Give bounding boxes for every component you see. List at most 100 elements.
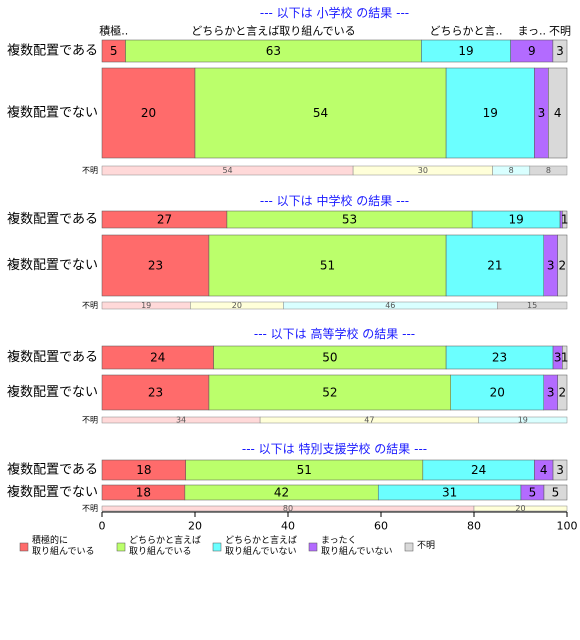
- data-label: 24: [471, 463, 486, 477]
- legend-swatch: [116, 542, 126, 552]
- bar-segment: [101, 67, 196, 159]
- legend-label: どちらかと言えば取り組んでいない: [225, 534, 297, 557]
- panel-title: --- 以下は 中学校 の結果 ---: [260, 193, 409, 208]
- row-label: 複数配置でない: [7, 384, 98, 400]
- row-label: 複数配置でない: [7, 257, 98, 273]
- bar-segment: [543, 484, 568, 501]
- unknown-row-label: 不明: [82, 301, 98, 310]
- unknown-data-label: 30: [418, 166, 428, 175]
- bar-segment: [101, 374, 210, 411]
- data-label: 23: [148, 386, 163, 400]
- unknown-bar-segment: [473, 505, 568, 512]
- unknown-data-label: 20: [232, 301, 242, 310]
- category-top-label: 不明: [549, 25, 571, 38]
- data-label: 3: [538, 106, 546, 120]
- x-tick-label: 0: [99, 520, 106, 533]
- data-label: 5: [110, 44, 118, 58]
- category-top-label: 積極..: [99, 24, 128, 38]
- data-label: 51: [320, 259, 335, 273]
- x-tick-label: 40: [281, 520, 295, 533]
- row-label: 複数配置でない: [7, 105, 98, 121]
- data-label: 50: [322, 351, 337, 365]
- x-tick-label: 20: [188, 520, 202, 533]
- data-label: 5: [529, 486, 537, 500]
- data-label: 31: [442, 486, 457, 500]
- data-label: 19: [458, 44, 473, 58]
- unknown-bar-segment: [478, 416, 568, 424]
- bar-segment: [562, 345, 568, 370]
- legend-swatch: [212, 542, 222, 552]
- category-top-label: どちらかと言..: [430, 25, 503, 38]
- unknown-row-label: 不明: [82, 504, 98, 513]
- legend-label: どちらかと言えば取り組んでいる: [129, 534, 201, 557]
- row-label: 複数配置である: [7, 349, 98, 365]
- unknown-data-label: 19: [141, 301, 151, 310]
- unknown-bar-segment: [529, 165, 568, 176]
- data-label: 4: [554, 106, 562, 120]
- data-label: 20: [141, 106, 156, 120]
- bar-segment: [562, 210, 568, 229]
- data-label: 27: [157, 213, 172, 227]
- data-label: 23: [148, 259, 163, 273]
- legend-label: 不明: [417, 540, 435, 551]
- unknown-row-label: 不明: [82, 166, 98, 175]
- unknown-data-label: 34: [176, 416, 186, 425]
- x-tick-label: 100: [557, 520, 578, 533]
- data-label: 24: [150, 351, 165, 365]
- panel-title: --- 以下は 高等学校 の結果 ---: [254, 326, 415, 341]
- category-top-label: まっ..: [517, 25, 546, 38]
- data-label: 4: [540, 463, 548, 477]
- data-label: 3: [547, 259, 555, 273]
- unknown-data-label: 20: [515, 504, 525, 513]
- data-label: 51: [297, 463, 312, 477]
- bar-segment: [208, 234, 447, 297]
- data-label: 1: [561, 351, 569, 365]
- data-label: 3: [556, 463, 564, 477]
- bar-segment: [552, 39, 568, 63]
- bar-segment: [445, 234, 545, 297]
- unknown-bar-segment: [497, 301, 568, 310]
- x-tick-label: 60: [374, 520, 388, 533]
- data-label: 5: [552, 486, 560, 500]
- data-label: 9: [528, 44, 536, 58]
- data-label: 19: [483, 106, 498, 120]
- data-label: 2: [559, 386, 567, 400]
- data-label: 53: [342, 213, 357, 227]
- category-top-label: どちらかと言えば取り組んでいる: [191, 25, 355, 38]
- bar-segment: [450, 374, 544, 411]
- legend-swatch: [404, 542, 414, 552]
- data-label: 23: [492, 351, 507, 365]
- data-label: 21: [487, 259, 502, 273]
- legend-label: まったく取り組んでいない: [321, 535, 393, 557]
- legend-swatch: [19, 542, 29, 552]
- unknown-data-label: 8: [509, 166, 514, 175]
- panel-title: --- 以下は 小学校 の結果 ---: [260, 5, 409, 20]
- legend-label: 積極的に取り組んでいる: [32, 534, 95, 557]
- data-label: 18: [136, 463, 151, 477]
- data-label: 1: [561, 213, 569, 227]
- data-label: 54: [313, 106, 328, 120]
- legend-swatch: [308, 542, 318, 552]
- row-label: 複数配置である: [7, 462, 98, 478]
- unknown-data-label: 54: [222, 166, 232, 175]
- bar-segment: [552, 459, 568, 481]
- data-label: 20: [490, 386, 505, 400]
- bar-segment: [445, 67, 535, 159]
- row-label: 複数配置である: [7, 211, 98, 227]
- data-label: 3: [547, 386, 555, 400]
- data-label: 63: [266, 44, 281, 58]
- data-label: 19: [508, 213, 523, 227]
- unknown-data-label: 8: [546, 166, 551, 175]
- data-label: 52: [322, 386, 337, 400]
- data-label: 2: [559, 259, 567, 273]
- unknown-data-label: 15: [527, 301, 537, 310]
- unknown-data-label: 19: [518, 416, 528, 425]
- unknown-data-label: 47: [364, 416, 374, 425]
- panel-title: --- 以下は 特別支援学校 の結果 ---: [242, 441, 427, 456]
- bar-segment: [548, 67, 568, 159]
- row-label: 複数配置でない: [7, 484, 98, 500]
- x-tick-label: 80: [467, 520, 481, 533]
- data-label: 3: [554, 351, 562, 365]
